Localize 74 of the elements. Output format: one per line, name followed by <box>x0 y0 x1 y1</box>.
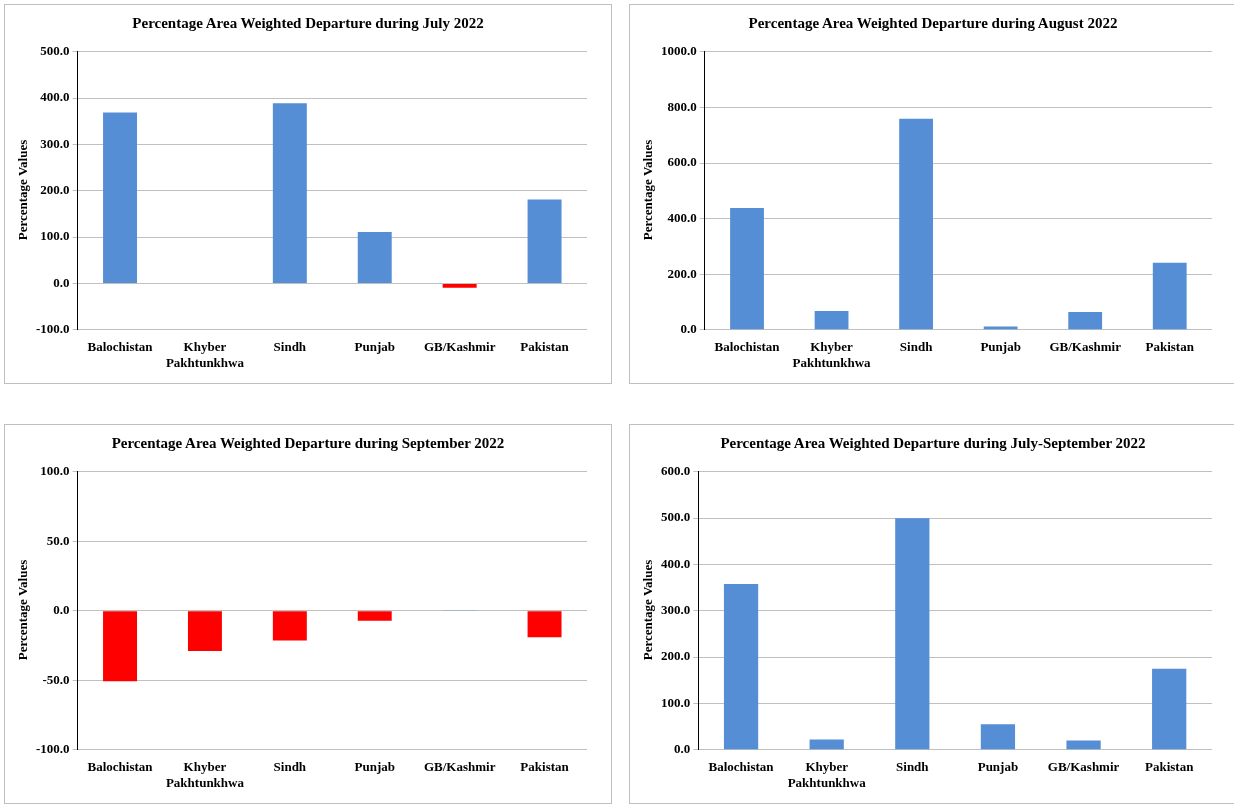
y-tick-label: 200.0 <box>667 265 697 281</box>
bar <box>723 583 759 750</box>
y-axis-title: Percentage Values <box>15 559 31 661</box>
bar <box>1066 740 1101 750</box>
y-tick-label: 300.0 <box>661 602 691 618</box>
x-tick-label: Balochistan <box>708 758 775 774</box>
y-tick-label: 400.0 <box>667 209 697 225</box>
x-tick-label: Sindh <box>896 758 930 774</box>
bar <box>442 283 477 288</box>
y-tick-label: 200.0 <box>40 182 70 198</box>
x-tick-label: GB/Kashmir <box>1047 758 1120 774</box>
bar <box>103 112 138 283</box>
bar <box>527 199 562 283</box>
x-tick-label: GB/Kashmir <box>423 758 496 774</box>
x-tick-label: Pakistan <box>1145 338 1195 354</box>
bar <box>983 326 1018 330</box>
bar <box>899 118 934 330</box>
bar <box>1152 262 1187 330</box>
x-tick-label: Sindh <box>899 338 934 354</box>
y-tick-label: 600.0 <box>667 154 697 170</box>
x-tick-label: Sindh <box>273 338 307 354</box>
y-tick-label: -50.0 <box>42 671 70 687</box>
x-tick-label: Pakistan <box>520 758 570 774</box>
x-tick-label: GB/Kashmir <box>423 338 496 354</box>
bar <box>980 724 1016 750</box>
x-tick-label: GB/Kashmir <box>1049 338 1122 354</box>
y-tick-label: 0.0 <box>53 602 70 618</box>
x-tick-label: Khyber Pakhtunkhwa <box>165 338 245 370</box>
y-axis-title: Percentage Values <box>15 139 31 241</box>
y-tick-label: 0.0 <box>53 274 70 290</box>
x-tick-label: Khyber Pakhtunkhwa <box>792 338 872 370</box>
y-tick-label: 100.0 <box>40 463 70 479</box>
x-tick-label: Pakistan <box>520 338 570 354</box>
y-tick-label: 500.0 <box>661 509 691 525</box>
y-tick-label: 500.0 <box>40 43 70 59</box>
y-tick-label: 800.0 <box>667 98 697 114</box>
bar <box>1152 668 1187 750</box>
y-tick-label: 400.0 <box>661 555 691 571</box>
y-axis-title: Percentage Values <box>640 559 656 661</box>
bar <box>1068 312 1103 330</box>
y-tick-label: 50.0 <box>46 532 70 548</box>
x-tick-label: Balochistan <box>87 758 154 774</box>
x-tick-label: Khyber Pakhtunkhwa <box>165 758 245 790</box>
y-tick-label: 300.0 <box>40 135 70 151</box>
y-tick-label: 600.0 <box>661 463 691 479</box>
chart-title: Percentage Area Weighted Departure during July 2022 <box>131 15 485 32</box>
bar <box>895 518 930 750</box>
chart-title: Percentage Area Weighted Departure during August 2022 <box>747 15 1119 32</box>
chart-title: Percentage Area Weighted Departure during July-September 2022 <box>719 435 1147 452</box>
y-tick-label: 0.0 <box>674 741 691 757</box>
x-tick-label: Balochistan <box>87 338 154 354</box>
x-tick-label: Punjab <box>977 758 1019 774</box>
y-tick-label: -100.0 <box>35 321 70 337</box>
bar <box>357 232 392 283</box>
x-tick-label: Punjab <box>354 338 395 354</box>
x-tick-label: Balochistan <box>714 338 781 354</box>
y-tick-label: 200.0 <box>661 648 691 664</box>
y-tick-label: 400.0 <box>40 89 70 105</box>
x-tick-label: Khyber Pakhtunkhwa <box>787 758 867 790</box>
x-tick-label: Pakistan <box>1144 758 1195 774</box>
chart-title: Percentage Area Weighted Departure during September 2022 <box>110 435 506 452</box>
y-tick-label: -100.0 <box>35 741 70 757</box>
y-tick-label: 1000.0 <box>661 43 697 59</box>
bar <box>730 208 764 330</box>
bar <box>814 310 849 330</box>
bar <box>809 739 844 750</box>
y-tick-label: 100.0 <box>40 228 70 244</box>
x-tick-label: Punjab <box>980 338 1021 354</box>
y-tick-label: 100.0 <box>661 694 691 710</box>
y-tick-label: 0.0 <box>680 321 697 337</box>
y-axis-title: Percentage Values <box>640 139 656 241</box>
bar <box>272 103 307 283</box>
x-tick-label: Punjab <box>354 758 395 774</box>
x-tick-label: Sindh <box>273 758 307 774</box>
